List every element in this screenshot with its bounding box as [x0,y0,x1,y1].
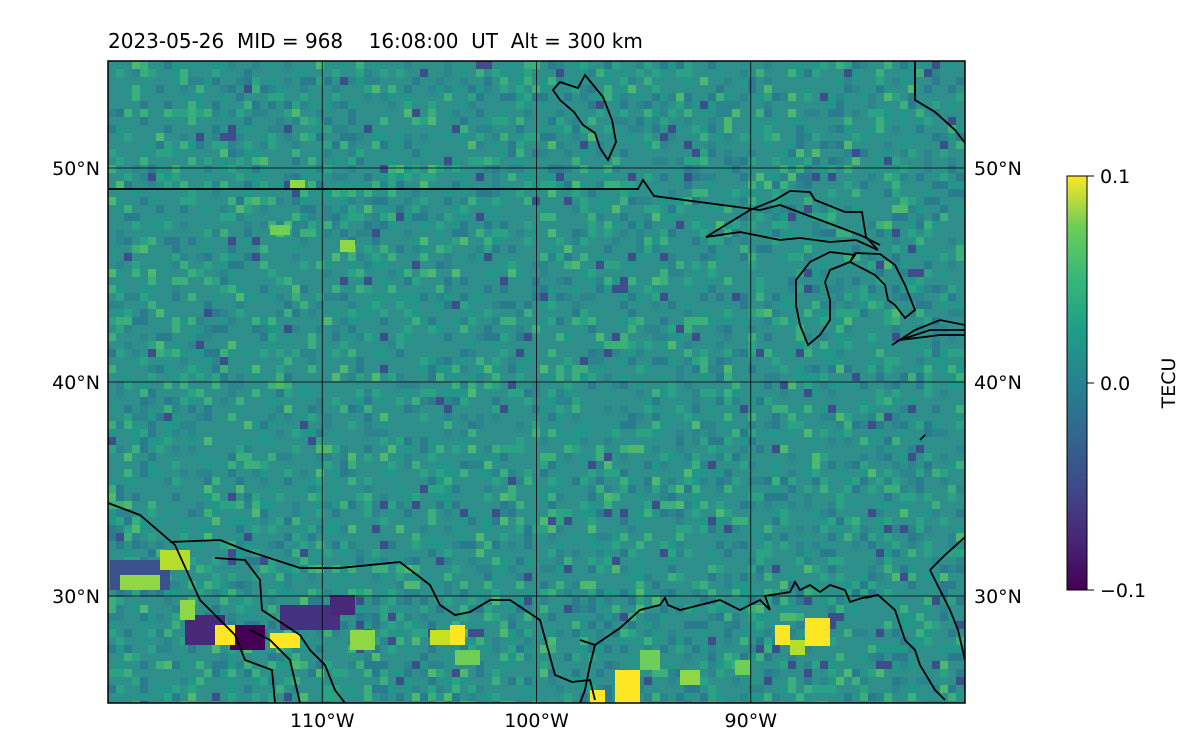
lake-erie-ontario [891,319,965,346]
title-time: 16:08:00 UT [368,29,498,53]
title-date: 2023-05-26 [108,29,225,53]
colorbar-tick-label: −0.1 [1100,580,1146,602]
gulf-coast [594,580,946,701]
y-tick-label-left: 30°N [52,586,100,608]
y-tick-labels: 50°N 50°N 40°N 40°N 30°N 30°N [52,158,1022,608]
lake-michigan [795,251,857,347]
florida-coast [929,536,965,571]
y-tick-label-right: 50°N [974,158,1022,180]
florida-east [929,569,965,661]
baja-california [108,502,276,703]
lake-huron [848,252,917,320]
hudson-bay-shore [551,73,617,162]
y-tick-label-right: 40°N [974,372,1022,394]
title-alt: Alt = 300 km [510,29,643,53]
gridlines [108,61,965,703]
colorbar-tick-label: 0.1 [1100,166,1130,188]
x-tick-label: 110°W [290,710,355,732]
colorbar-label: TECU [1158,358,1180,410]
colorbar: 0.1 0.0 −0.1 TECU [1066,166,1180,602]
y-tick-label-right: 30°N [974,586,1022,608]
map-plot-area [108,61,965,703]
gulf-of-california [214,557,346,703]
x-tick-labels: 110°W 100°W 90°W [290,710,777,732]
tec-field [108,61,965,703]
florida-panhandle [864,434,926,599]
mexico-west-coast [249,629,301,703]
title-mid: MID = 968 [236,29,344,53]
map-frame [107,60,966,704]
y-tick-label-left: 40°N [52,372,100,394]
lake-superior [705,190,879,251]
mexico-us-border [169,539,596,701]
colorbar-tick-label: 0.0 [1100,373,1130,395]
x-tick-label: 100°W [504,710,569,732]
east-canada-coast [914,61,965,144]
colorbar-ticks: 0.1 0.0 −0.1 [1087,166,1146,602]
y-tick-label-left: 50°N [52,158,100,180]
us-canada-border [108,178,881,246]
gulf-mexico-west [579,639,597,703]
x-tick-label: 90°W [725,710,778,732]
map-title: 2023-05-26 MID = 968 16:08:00 UT Alt = 3… [108,29,643,53]
colorbar-gradient [1066,175,1088,591]
coastlines [108,61,965,703]
